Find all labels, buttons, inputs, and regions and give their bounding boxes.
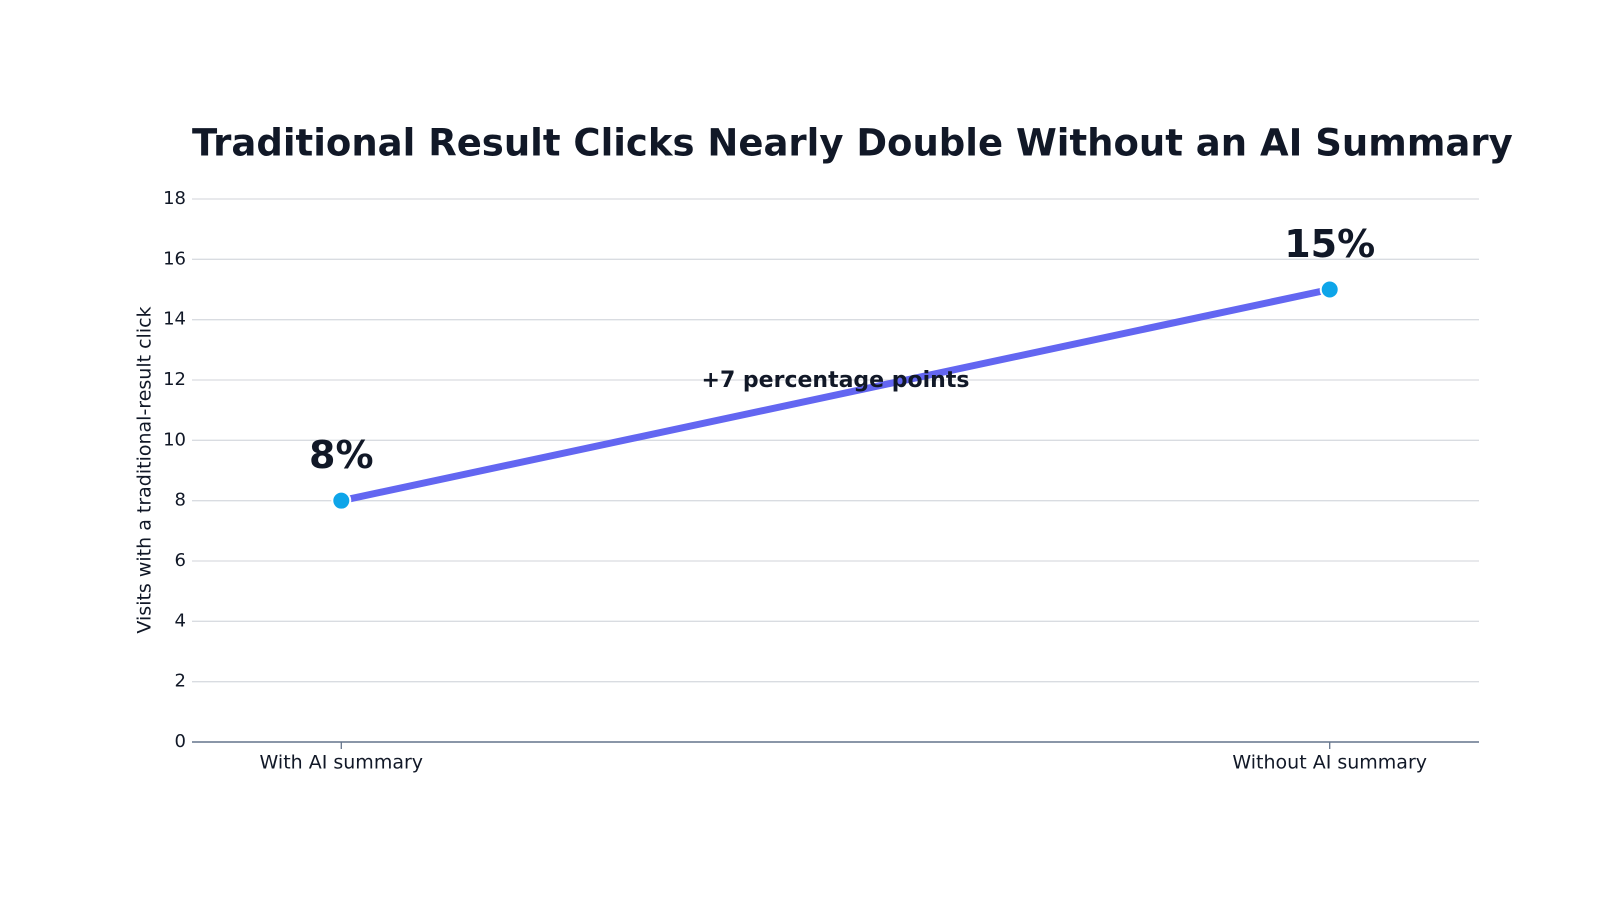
y-tick-label: 14 xyxy=(163,309,186,330)
annotation: +7 percentage points xyxy=(702,368,970,393)
y-tick-label: 16 xyxy=(163,248,186,269)
y-tick-label: 6 xyxy=(175,550,186,571)
x-tick-label: With AI summary xyxy=(260,752,423,774)
y-tick-label: 8 xyxy=(175,490,186,511)
value-label: 8% xyxy=(309,433,374,477)
chart-title: Traditional Result Clicks Nearly Double … xyxy=(192,122,1513,165)
y-axis-label: Visits with a traditional-result click xyxy=(134,306,156,633)
value-label: 15% xyxy=(1284,222,1375,266)
y-tick-label: 2 xyxy=(175,671,186,692)
y-tick-label: 0 xyxy=(175,731,186,752)
line xyxy=(337,286,1334,505)
x-tick-label: Without AI summary xyxy=(1232,752,1427,774)
marker xyxy=(331,490,352,511)
y-tick-label: 18 xyxy=(163,188,186,209)
y-tick-label: 12 xyxy=(163,369,186,390)
marker xyxy=(1319,279,1340,300)
y-tick-label: 10 xyxy=(163,429,186,450)
y-tick-label: 4 xyxy=(175,610,186,631)
